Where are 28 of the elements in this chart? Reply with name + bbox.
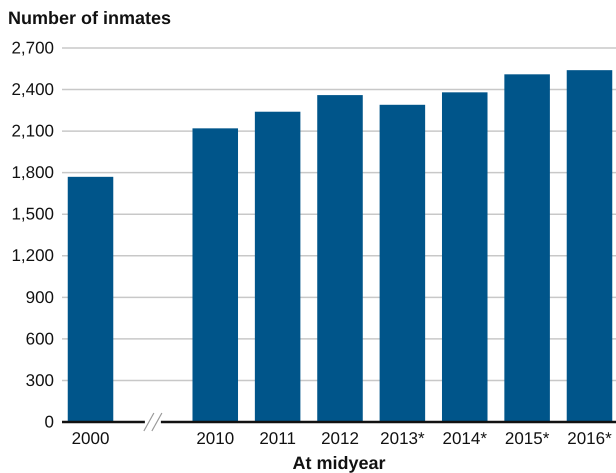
x-axis-title: At midyear — [292, 453, 386, 473]
y-tick-label: 300 — [26, 370, 54, 390]
y-tick-label: 1,500 — [11, 204, 54, 224]
y-tick-label: 2,700 — [11, 38, 54, 58]
bar — [192, 128, 238, 422]
bar — [566, 70, 612, 422]
bar — [380, 104, 426, 422]
x-tick-label: 2011 — [259, 429, 296, 448]
x-tick-label: 2015* — [504, 429, 550, 448]
bar — [254, 112, 300, 422]
y-tick-label: 600 — [26, 329, 54, 348]
x-tick-label: 2014* — [442, 429, 488, 448]
y-tick-label: 900 — [26, 288, 54, 307]
y-tick-label: 0 — [44, 412, 54, 432]
y-axis-title: Number of inmates — [8, 8, 172, 28]
bar — [317, 95, 363, 422]
y-tick-label: 2,400 — [11, 80, 54, 99]
bar — [504, 74, 550, 422]
y-tick-label: 1,800 — [11, 163, 54, 182]
x-tick-label: 2013* — [380, 429, 425, 448]
bar — [68, 176, 114, 422]
x-tick-label: 2016* — [567, 429, 612, 448]
y-tick-label: 2,100 — [11, 122, 54, 141]
x-tick-label: 2000 — [72, 429, 110, 448]
y-tick-label: 1,200 — [11, 246, 54, 266]
x-tick-label: 2012 — [321, 429, 359, 448]
bar — [442, 92, 488, 422]
x-tick-label: 2010 — [196, 429, 234, 448]
